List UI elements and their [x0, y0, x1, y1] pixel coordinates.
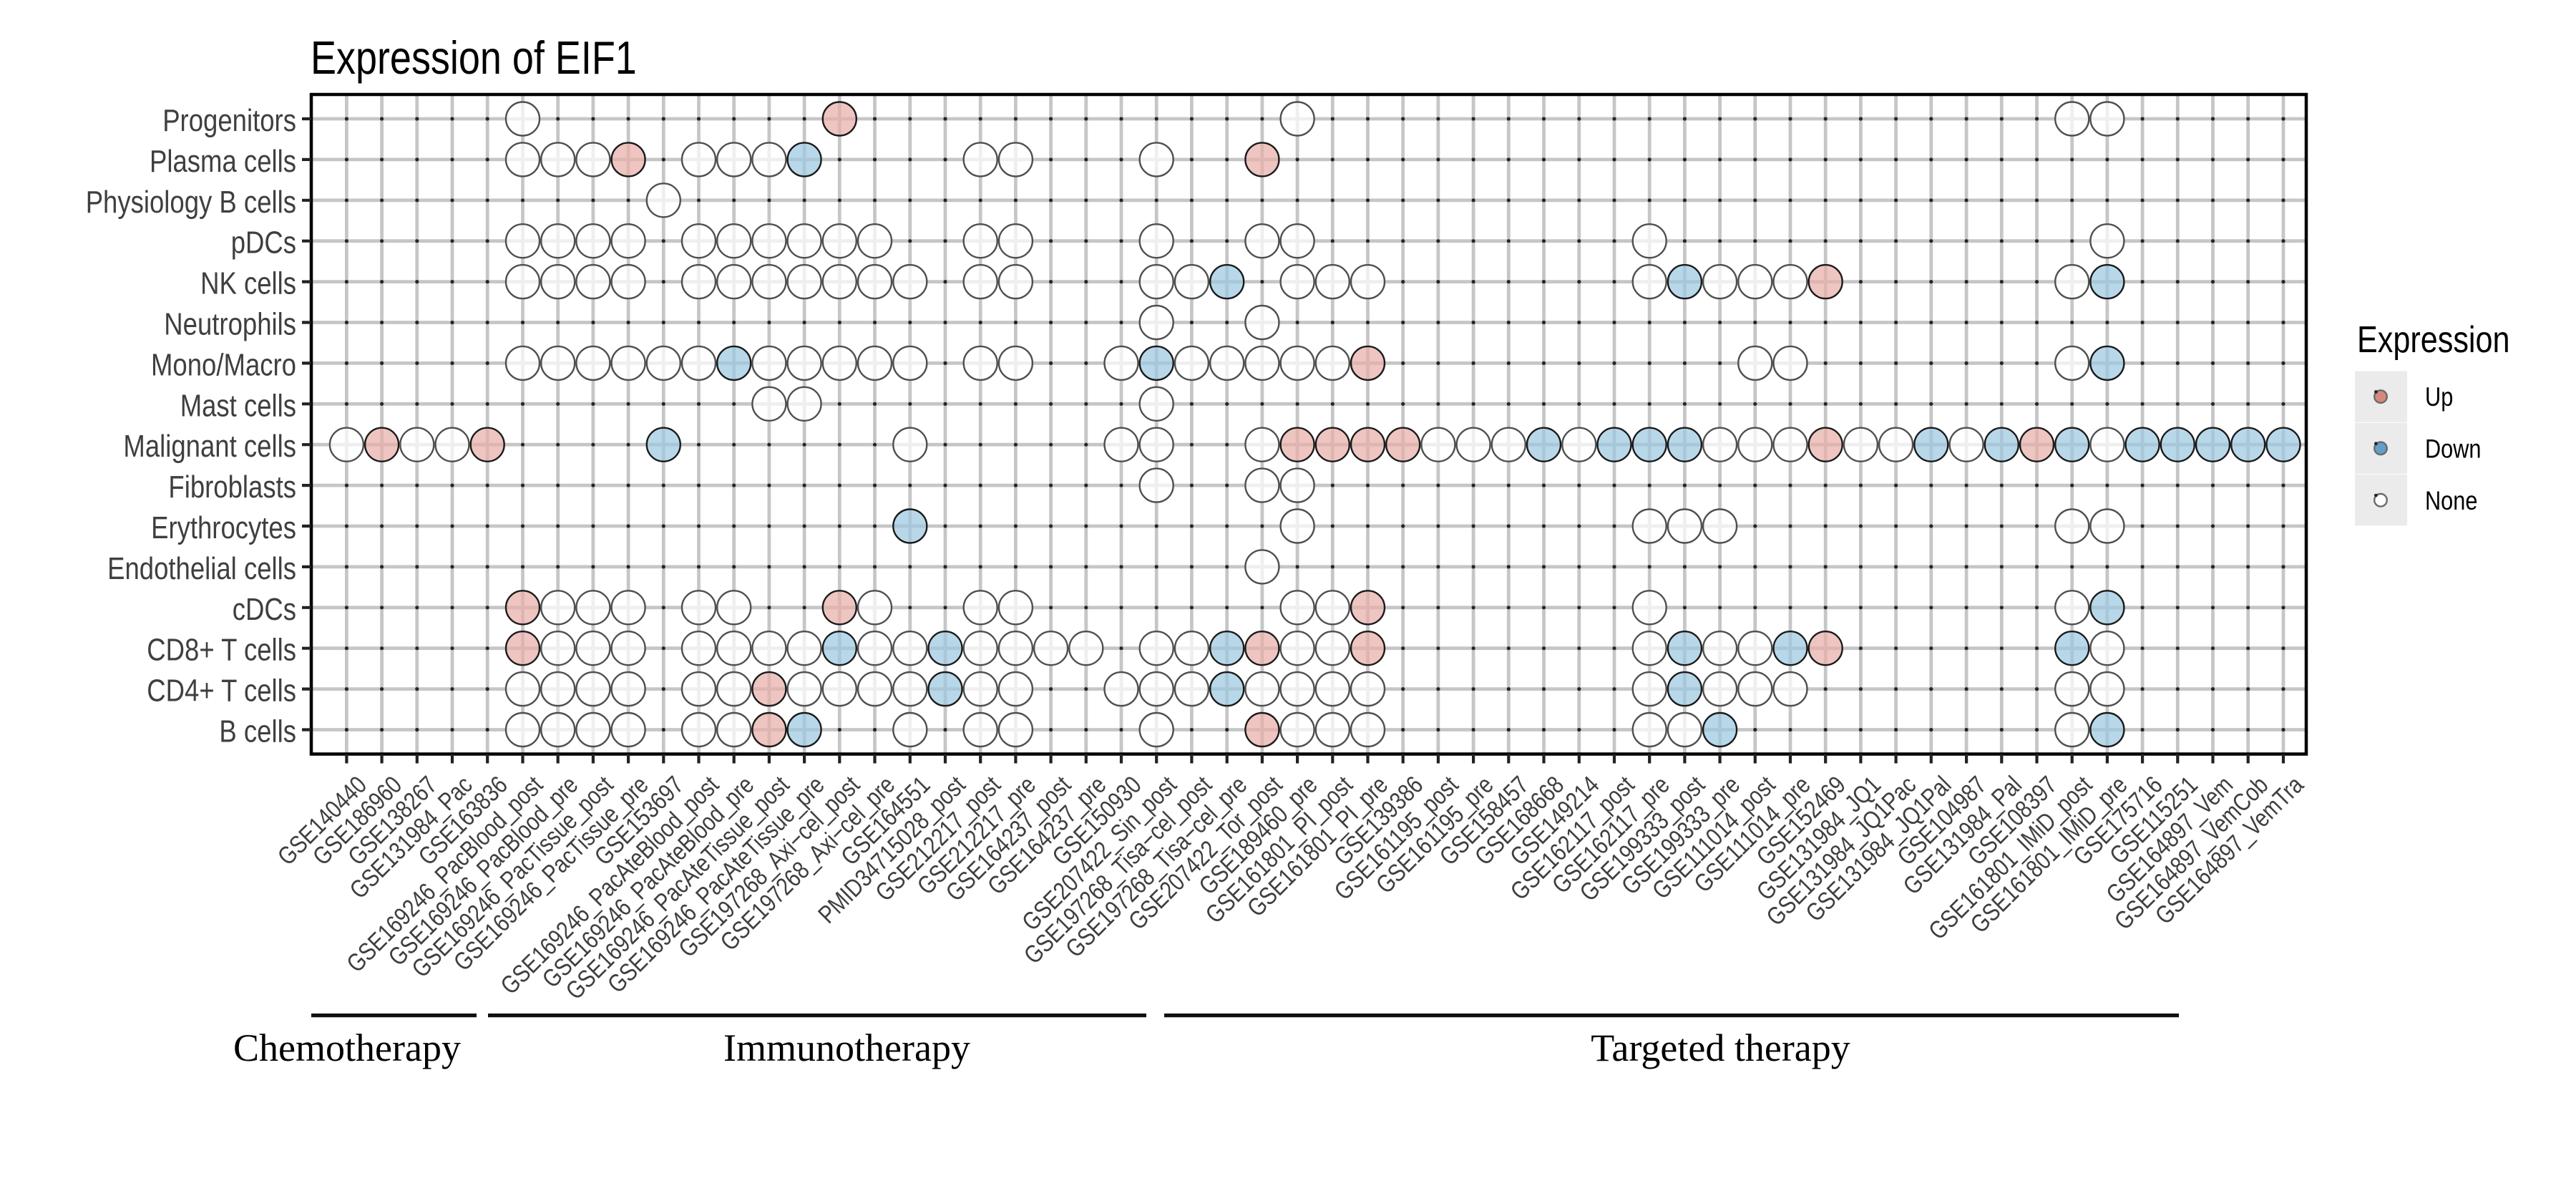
svg-text:Targeted therapy: Targeted therapy — [1591, 1026, 1850, 1069]
svg-text:Immunotherapy: Immunotherapy — [723, 1026, 970, 1069]
svg-text:None: None — [2425, 486, 2477, 515]
svg-text:Up: Up — [2425, 382, 2453, 412]
svg-text:Neutrophils: Neutrophils — [164, 307, 296, 342]
svg-text:CD8+ T cells: CD8+ T cells — [147, 633, 296, 668]
svg-text:CD4+ T cells: CD4+ T cells — [147, 674, 296, 709]
svg-text:cDCs: cDCs — [233, 592, 296, 627]
svg-text:B cells: B cells — [219, 714, 296, 749]
svg-text:Plasma cells: Plasma cells — [150, 144, 296, 179]
svg-text:Endothelial cells: Endothelial cells — [107, 551, 296, 586]
svg-text:Physiology B cells: Physiology B cells — [86, 185, 296, 220]
svg-text:Malignant cells: Malignant cells — [123, 429, 296, 464]
svg-text:Mast cells: Mast cells — [180, 388, 296, 423]
svg-text:Erythrocytes: Erythrocytes — [151, 510, 296, 545]
svg-text:Down: Down — [2425, 434, 2482, 463]
svg-text:Chemotherapy: Chemotherapy — [233, 1026, 461, 1069]
svg-text:Progenitors: Progenitors — [162, 103, 296, 138]
svg-text:Expression of EIF1: Expression of EIF1 — [311, 31, 637, 84]
svg-text:NK cells: NK cells — [200, 266, 296, 301]
svg-text:Expression: Expression — [2357, 319, 2510, 361]
svg-text:Mono/Macro: Mono/Macro — [151, 347, 296, 382]
svg-text:pDCs: pDCs — [231, 225, 296, 261]
svg-text:Fibroblasts: Fibroblasts — [168, 470, 296, 505]
